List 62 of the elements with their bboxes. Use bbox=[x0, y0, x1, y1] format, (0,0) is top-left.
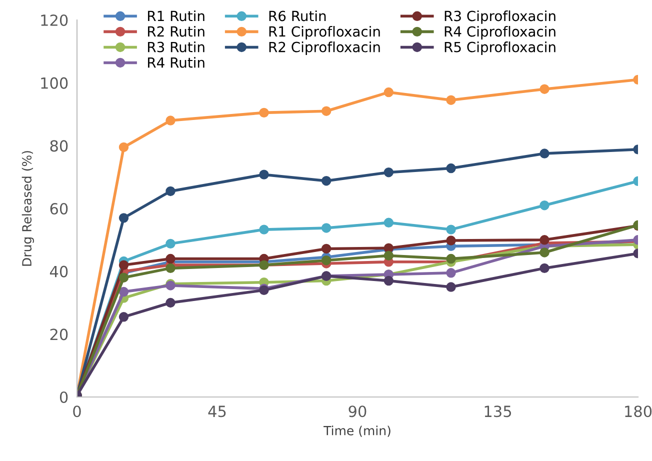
legend-label: R5 Ciprofloxacin bbox=[444, 42, 556, 55]
point bbox=[446, 224, 456, 234]
point bbox=[446, 268, 456, 278]
legend-label: R3 Rutin bbox=[148, 42, 204, 52]
legend-label: R3 Ciprofloxacin bbox=[444, 10, 556, 24]
legend-label: R1 Rutin bbox=[148, 10, 204, 22]
legend-label: R2 Ciprofloxacin bbox=[269, 42, 380, 55]
point bbox=[166, 263, 176, 274]
y-tick-label: 80 bbox=[50, 140, 68, 152]
y-tick-label: 60 bbox=[50, 202, 68, 215]
x-tick-label: 45 bbox=[208, 406, 226, 418]
point bbox=[166, 238, 176, 249]
point bbox=[384, 168, 394, 178]
point bbox=[166, 298, 176, 308]
legend-label: R4 Rutin bbox=[148, 57, 204, 68]
y-tick-label: 20 bbox=[50, 328, 68, 340]
point bbox=[446, 163, 456, 174]
y-tick-label: 100 bbox=[41, 77, 68, 89]
point bbox=[384, 87, 394, 98]
point bbox=[321, 244, 332, 254]
x-tick-label: 0 bbox=[73, 406, 81, 418]
point bbox=[540, 84, 550, 94]
legend-label: R2 Rutin bbox=[148, 26, 204, 37]
point bbox=[166, 186, 176, 196]
point bbox=[446, 254, 456, 264]
point bbox=[540, 148, 550, 158]
point bbox=[166, 254, 176, 264]
point bbox=[118, 142, 129, 152]
point bbox=[259, 170, 269, 180]
legend-label: R4 Ciprofloxacin bbox=[444, 26, 556, 40]
point bbox=[321, 223, 332, 233]
point bbox=[321, 255, 332, 266]
point bbox=[259, 224, 269, 234]
point bbox=[540, 263, 550, 274]
point bbox=[118, 312, 129, 322]
x-tick-label: 90 bbox=[348, 406, 366, 418]
point bbox=[540, 248, 550, 258]
point bbox=[446, 95, 456, 105]
point bbox=[321, 106, 332, 116]
point bbox=[540, 200, 550, 210]
point bbox=[384, 218, 394, 228]
x-tick-label: 180 bbox=[625, 406, 652, 418]
point bbox=[259, 108, 269, 118]
point bbox=[166, 116, 176, 126]
legend-label: R6 Rutin bbox=[269, 10, 326, 22]
point bbox=[118, 286, 129, 297]
x-axis-title: Time (min) bbox=[324, 426, 390, 437]
point bbox=[384, 276, 394, 286]
y-tick-label: 120 bbox=[41, 14, 68, 26]
x-tick-label: 135 bbox=[484, 406, 511, 418]
point bbox=[384, 250, 394, 260]
point bbox=[446, 282, 456, 292]
y-axis-title: Drug Released (%) bbox=[22, 151, 34, 266]
legend-label: R1 Ciprofloxacin bbox=[269, 26, 380, 40]
point bbox=[118, 272, 129, 282]
point bbox=[540, 235, 550, 245]
y-tick-label: 0 bbox=[60, 391, 68, 404]
point bbox=[118, 213, 129, 223]
point bbox=[321, 176, 332, 186]
point bbox=[446, 236, 456, 246]
point bbox=[118, 260, 129, 270]
y-tick-label: 40 bbox=[50, 266, 68, 278]
